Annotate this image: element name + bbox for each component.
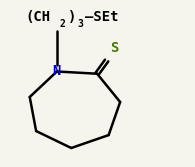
Text: 2: 2 xyxy=(60,19,66,29)
Text: N: N xyxy=(53,64,61,78)
Text: ): ) xyxy=(67,10,76,24)
Text: S: S xyxy=(110,41,119,55)
Text: —SEt: —SEt xyxy=(85,10,118,24)
Text: (CH: (CH xyxy=(26,10,51,24)
Text: 3: 3 xyxy=(77,19,83,29)
